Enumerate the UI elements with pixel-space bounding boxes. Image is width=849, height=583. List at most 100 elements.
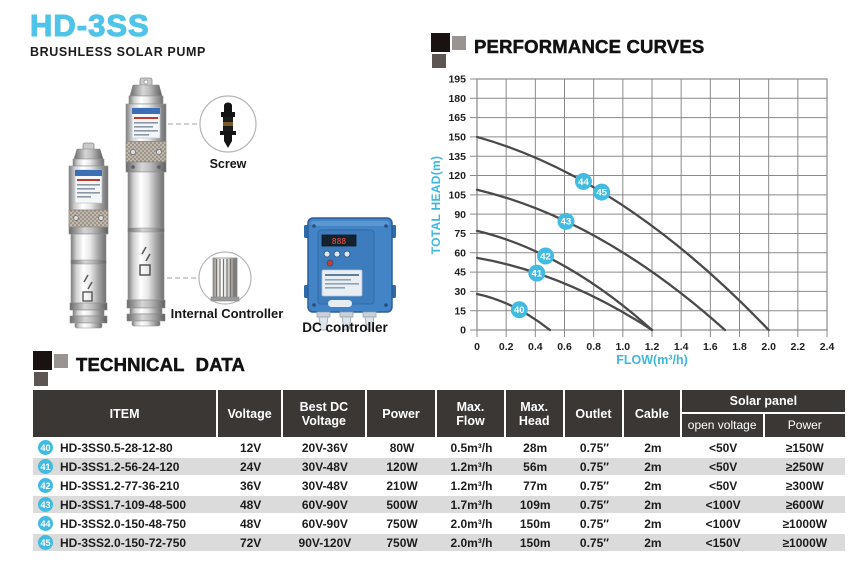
col-header-max-flow: Max. Flow — [437, 390, 506, 437]
cell-open_voltage: <150V — [681, 532, 765, 551]
cell-voltage: 72V — [218, 532, 284, 551]
pumps-graphic: 888 — [68, 77, 396, 331]
pump-graphic-small — [68, 142, 109, 329]
model-name: HD-3SS0.5-28-12-80 — [60, 440, 173, 455]
item-cell: 45 HD-3SS2.0-150-72-750 — [33, 532, 219, 551]
cell-open_voltage: <100V — [681, 494, 765, 513]
cell-open_voltage: <50V — [681, 456, 765, 475]
cell-cable: 2m — [624, 513, 682, 532]
product-subtitle: BRUSHLESS SOLAR PUMP — [30, 45, 206, 59]
svg-text:2.2: 2.2 — [791, 341, 806, 353]
cell-max_flow: 2.0m³/h — [437, 532, 506, 551]
performance-chart: 0 15 30 45 60 75 90 105 120 135 150 165 180 195 0 0.2 0.… — [429, 62, 849, 372]
svg-text:43: 43 — [561, 217, 572, 228]
cell-best_dc: 20V-36V — [283, 437, 367, 456]
cell-power: 500W — [366, 494, 438, 513]
model-name: HD-3SS2.0-150-72-750 — [60, 535, 187, 550]
col-header-cable: Cable — [624, 390, 682, 437]
cell-power: 750W — [366, 513, 438, 532]
svg-text:0: 0 — [474, 341, 480, 353]
cell-power: 120W — [366, 456, 438, 475]
svg-text:1.4: 1.4 — [674, 341, 689, 353]
cell-open_voltage: <50V — [681, 437, 765, 456]
svg-text:42: 42 — [540, 251, 551, 262]
svg-text:150: 150 — [448, 132, 466, 144]
svg-text:1.6: 1.6 — [703, 341, 718, 353]
cell-best_dc: 60V-90V — [283, 494, 367, 513]
svg-text:195: 195 — [448, 74, 466, 86]
x-axis-title: FLOW(m³/h) — [616, 353, 688, 367]
cell-max_flow: 1.2m³/h — [437, 475, 506, 494]
cell-panel_power: ≥600W — [764, 494, 845, 513]
cell-best_dc: 90V-120V — [283, 532, 367, 551]
curve-marker-41: 41 — [528, 264, 546, 282]
y-axis-title: TOTAL HEAD(m) — [429, 155, 443, 255]
section-marker-icon — [33, 351, 69, 386]
model-number-badge: 42 — [38, 478, 53, 493]
svg-text:0.8: 0.8 — [586, 341, 601, 353]
cell-cable: 2m — [624, 494, 682, 513]
col-header-voltage: Voltage — [218, 390, 284, 437]
table-row: 44 HD-3SS2.0-150-48-750 48V 60V-90V 750W 2.0m… — [33, 513, 845, 532]
item-cell: 43 HD-3SS1.7-109-48-500 — [33, 494, 219, 513]
model-name: HD-3SS1.2-56-24-120 — [60, 459, 180, 474]
cell-best_dc: 60V-90V — [283, 513, 367, 532]
svg-text:45: 45 — [454, 267, 466, 279]
cell-outlet: 0.75″ — [564, 494, 625, 513]
cell-max_head: 150m — [505, 513, 565, 532]
cell-max_flow: 2.0m³/h — [437, 513, 506, 532]
svg-text:0.4: 0.4 — [528, 341, 543, 353]
svg-text:1.8: 1.8 — [732, 341, 747, 353]
curve-marker-40: 40 — [510, 301, 528, 319]
svg-text:60: 60 — [454, 247, 466, 259]
svg-text:40: 40 — [514, 305, 525, 316]
svg-text:2.0: 2.0 — [761, 341, 776, 353]
col-header-power: Power — [366, 390, 438, 437]
svg-text:0.6: 0.6 — [557, 341, 572, 353]
svg-text:0.2: 0.2 — [499, 341, 514, 353]
cell-panel_power: ≥1000W — [764, 513, 845, 532]
table-row: 40 HD-3SS0.5-28-12-80 12V 20V-36V 80W 0.5m³/h… — [33, 437, 845, 456]
svg-text:165: 165 — [448, 112, 466, 124]
cell-outlet: 0.75″ — [564, 475, 625, 494]
col-header-panel-power: Power — [764, 414, 845, 437]
cell-best_dc: 30V-48V — [283, 456, 367, 475]
cell-panel_power: ≥250W — [764, 456, 845, 475]
cell-outlet: 0.75″ — [564, 532, 625, 551]
model-name: HD-3SS1.2-77-36-210 — [60, 478, 180, 493]
section-marker-icon — [431, 33, 467, 68]
svg-text:15: 15 — [454, 305, 466, 317]
item-cell: 42 HD-3SS1.2-77-36-210 — [33, 475, 219, 494]
pump-graphic-large — [125, 77, 167, 327]
col-header-solar-panel: Solar panel — [681, 390, 845, 414]
cell-max_head: 150m — [505, 532, 565, 551]
screw-label: Screw — [209, 157, 247, 171]
model-number-badge: 40 — [38, 440, 53, 455]
cell-outlet: 0.75″ — [564, 513, 625, 532]
curve-marker-45: 45 — [593, 183, 611, 201]
screw-icon — [199, 95, 257, 153]
curve-marker-42: 42 — [537, 247, 555, 265]
cell-cable: 2m — [624, 456, 682, 475]
cell-panel_power: ≥150W — [764, 437, 845, 456]
cell-outlet: 0.75″ — [564, 456, 625, 475]
curve-marker-43: 43 — [557, 212, 575, 230]
cell-voltage: 12V — [218, 437, 284, 456]
model-number-badge: 43 — [38, 497, 53, 512]
performance-curves-plot: 0 15 30 45 60 75 90 105 120 135 150 165 180 195 0 0.2 0.… — [448, 74, 835, 353]
cell-power: 750W — [366, 532, 438, 551]
model-name: HD-3SS1.7-109-48-500 — [60, 497, 187, 512]
svg-text:105: 105 — [448, 189, 466, 201]
curve-marker-44: 44 — [574, 172, 592, 190]
cell-best_dc: 30V-48V — [283, 475, 367, 494]
model-number-badge: 41 — [38, 459, 53, 474]
cell-cable: 2m — [624, 475, 682, 494]
cell-max_flow: 1.2m³/h — [437, 456, 506, 475]
cell-panel_power: ≥1000W — [764, 532, 845, 551]
table-row: 42 HD-3SS1.2-77-36-210 36V 30V-48V 210W 1.2m³… — [33, 475, 845, 494]
product-title: HD-3SS — [29, 8, 150, 43]
cell-panel_power: ≥300W — [764, 475, 845, 494]
col-header-item: ITEM — [33, 390, 219, 437]
svg-text:2.4: 2.4 — [820, 341, 835, 353]
